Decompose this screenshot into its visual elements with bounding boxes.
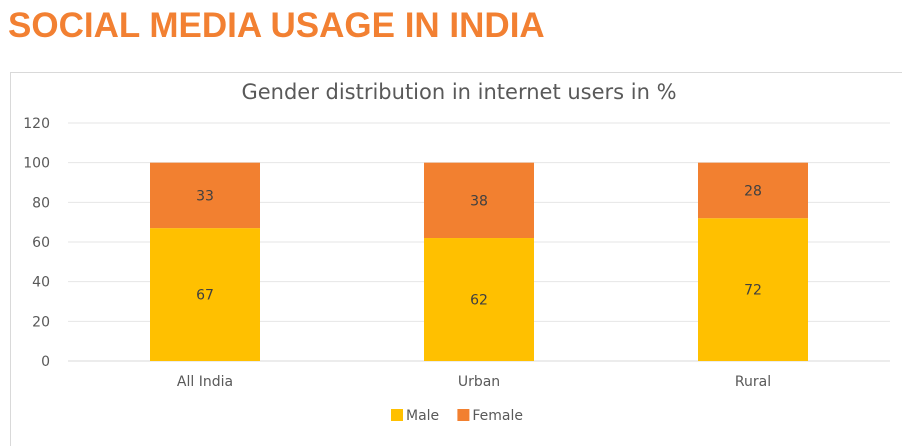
- data-label: 67: [196, 288, 214, 304]
- category-label: Urban: [458, 374, 500, 390]
- data-label: 28: [744, 183, 762, 199]
- y-tick-label: 120: [23, 116, 50, 132]
- chart-title: Gender distribution in internet users in…: [241, 80, 676, 104]
- y-axis-ticks: 0 20 40 60 80 100 120: [23, 116, 50, 370]
- y-tick-label: 60: [32, 235, 50, 251]
- legend-swatch-female: [457, 409, 470, 421]
- bar-female-2: [698, 162, 808, 219]
- data-label: 33: [196, 188, 214, 204]
- bar-female-0: [150, 162, 260, 229]
- data-label: 62: [470, 293, 488, 309]
- bar-male-2: [698, 218, 808, 361]
- bars: [150, 162, 808, 361]
- legend-swatch-male: [391, 409, 403, 421]
- bar-male-0: [150, 228, 260, 361]
- data-label: 72: [744, 283, 762, 299]
- legend-label-female: Female: [472, 408, 523, 424]
- y-tick-label: 20: [32, 314, 50, 330]
- legend-label-male: Male: [406, 408, 439, 424]
- data-labels: 67 33 62 38 72 28: [196, 183, 762, 308]
- y-tick-label: 100: [23, 156, 50, 172]
- y-tick-label: 80: [32, 195, 50, 211]
- category-label: Rural: [735, 374, 771, 390]
- data-label: 38: [470, 193, 488, 209]
- legend: Male Female: [391, 408, 523, 424]
- y-tick-label: 40: [32, 275, 50, 291]
- page-heading: SOCIAL MEDIA USAGE IN INDIA: [8, 6, 545, 45]
- x-axis-categories: All India Urban Rural: [177, 374, 771, 390]
- y-tick-label: 0: [41, 354, 50, 370]
- bar-male-1: [424, 238, 534, 361]
- category-label: All India: [177, 374, 233, 390]
- bar-female-1: [424, 162, 534, 239]
